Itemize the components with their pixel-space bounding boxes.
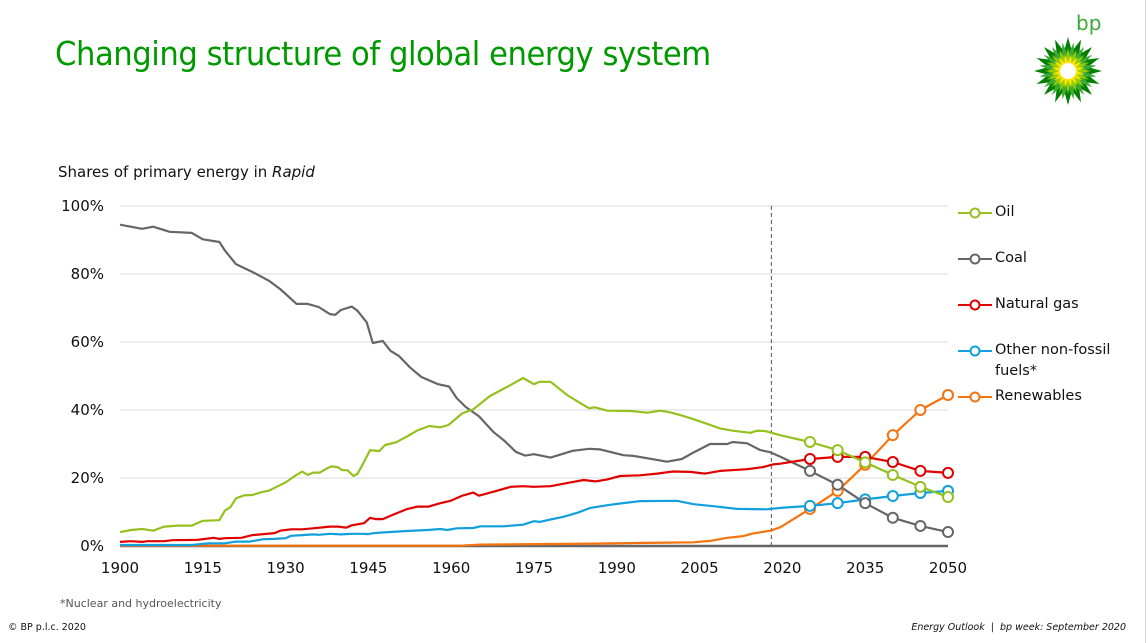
- bp-logo: bp: [1034, 11, 1102, 105]
- marker-oil: [831, 444, 844, 457]
- x-tick-label: 2020: [763, 559, 801, 577]
- x-tick-label: 2035: [846, 559, 884, 577]
- legend-oil-icon: [958, 207, 992, 219]
- y-tick-label: 100%: [61, 197, 104, 215]
- page-title: Changing structure of global energy syst…: [55, 34, 711, 73]
- footer-right: Energy Outlook | bp week: September 2020: [911, 622, 1126, 633]
- x-tick-label: 1960: [432, 559, 470, 577]
- legend-coal-icon: [958, 253, 992, 265]
- marker-oil: [942, 491, 954, 504]
- helios-icon: [1034, 37, 1102, 105]
- marker-gas: [942, 466, 954, 479]
- x-axis-ticks: 1900 1915 1930 1945 1960 1975 1990 2005 2020 2035…: [101, 559, 967, 577]
- x-tick-label: 1990: [598, 559, 636, 577]
- marker-coal: [942, 526, 954, 539]
- legend-label-other-line1: Other non-fossil: [995, 342, 1111, 358]
- x-tick-label: 2050: [929, 559, 967, 577]
- y-tick-label: 0%: [80, 537, 104, 555]
- legend-gas-icon: [958, 299, 992, 311]
- y-tick-label: 60%: [71, 333, 104, 351]
- projection-markers: [804, 389, 954, 539]
- x-tick-label: 1975: [515, 559, 553, 577]
- legend-other-icon: [958, 345, 992, 357]
- marker-renewables: [942, 389, 954, 402]
- legend-label-gas: Natural gas: [995, 296, 1079, 312]
- series-lines: [119, 223, 949, 547]
- legend-item-coal: Coal: [958, 248, 1027, 269]
- marker-other: [804, 499, 816, 512]
- copyright: © BP p.l.c. 2020: [8, 622, 86, 633]
- marker-gas: [914, 464, 927, 477]
- marker-oil: [886, 468, 899, 481]
- x-tick-label: 1945: [349, 559, 387, 577]
- series-line-other: [120, 489, 949, 547]
- legend-item-renewables: Renewables: [958, 386, 1082, 407]
- series-line-coal: [119, 223, 949, 534]
- y-axis-ticks: 0% 20% 40% 60% 80% 100%: [61, 197, 104, 555]
- bp-logo-text: bp: [1076, 11, 1101, 35]
- legend-label-renewables: Renewables: [995, 388, 1082, 404]
- series-line-renewables: [120, 394, 949, 547]
- legend-label-oil: Oil: [995, 204, 1015, 220]
- marker-coal: [886, 511, 899, 524]
- legend-item-gas: Natural gas: [958, 294, 1079, 315]
- x-tick-label: 1900: [101, 559, 139, 577]
- legend-label-other: Other non-fossil fuels*: [995, 340, 1110, 382]
- legend-label-coal: Coal: [995, 250, 1027, 266]
- marker-coal: [914, 519, 927, 532]
- series-line-gas: [119, 455, 949, 543]
- legend-item-other: Other non-fossil fuels*: [958, 340, 1110, 382]
- series-line-oil: [119, 376, 949, 534]
- chart-subtitle: Shares of primary energy in Rapid: [58, 163, 315, 181]
- x-tick-label: 2005: [681, 559, 719, 577]
- footnote: *Nuclear and hydroelectricity: [60, 597, 222, 610]
- x-tick-label: 1915: [184, 559, 222, 577]
- legend-renewables-icon: [958, 391, 992, 403]
- subtitle-scenario: Rapid: [272, 163, 315, 181]
- legend-item-oil: Oil: [958, 202, 1014, 223]
- marker-renewables: [886, 429, 899, 442]
- subtitle-prefix: Shares of primary energy in: [58, 163, 273, 181]
- marker-other: [831, 497, 844, 510]
- marker-gas: [804, 452, 816, 465]
- marker-other: [886, 490, 899, 503]
- gridlines: [120, 205, 948, 479]
- y-tick-label: 20%: [71, 469, 104, 487]
- slide-border: [1145, 0, 1146, 643]
- legend-label-other-line2: fuels*: [995, 363, 1038, 379]
- marker-gas: [886, 456, 899, 469]
- marker-coal: [859, 497, 872, 510]
- y-tick-label: 40%: [71, 401, 104, 419]
- marker-coal: [831, 478, 844, 491]
- marker-oil: [804, 435, 816, 448]
- marker-coal: [804, 464, 816, 477]
- marker-renewables: [914, 404, 927, 416]
- y-tick-label: 80%: [71, 265, 104, 283]
- marker-oil: [859, 456, 872, 469]
- x-tick-label: 1930: [267, 559, 305, 577]
- marker-oil: [914, 480, 927, 493]
